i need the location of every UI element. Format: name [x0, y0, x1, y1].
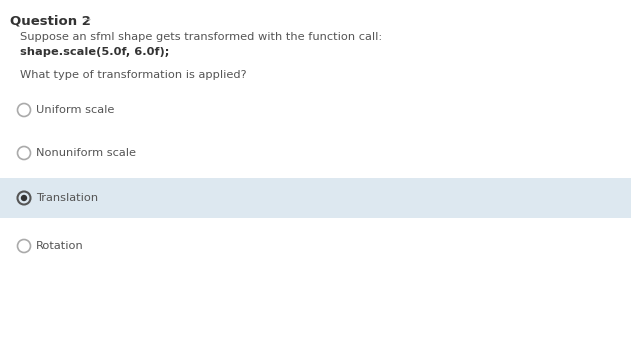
Text: Uniform scale: Uniform scale: [36, 105, 114, 115]
Text: shape.scale(5.0f, 6.0f);: shape.scale(5.0f, 6.0f);: [20, 47, 169, 57]
FancyBboxPatch shape: [0, 178, 631, 218]
Text: Suppose an sfml shape gets transformed with the function call:: Suppose an sfml shape gets transformed w…: [20, 32, 382, 42]
Text: Question 2: Question 2: [10, 14, 91, 27]
Text: Nonuniform scale: Nonuniform scale: [36, 148, 136, 158]
Circle shape: [21, 195, 27, 201]
Text: Translation: Translation: [36, 193, 98, 203]
Text: →: →: [83, 15, 90, 24]
Text: What type of transformation is applied?: What type of transformation is applied?: [20, 70, 247, 80]
Text: Rotation: Rotation: [36, 241, 84, 251]
